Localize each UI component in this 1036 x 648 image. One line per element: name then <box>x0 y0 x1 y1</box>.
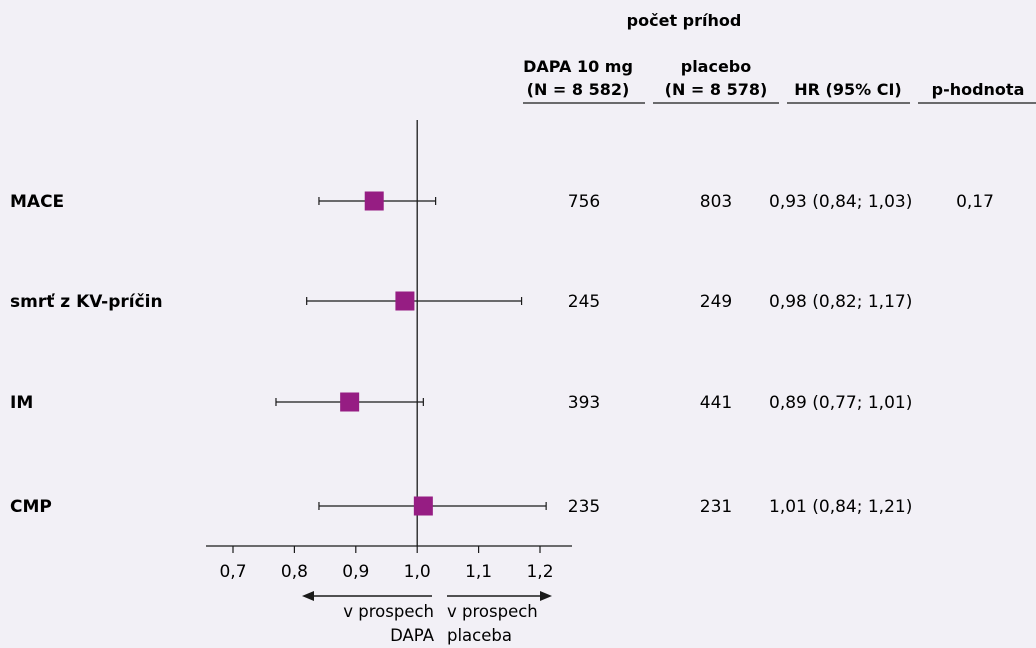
hr-ci-text: 0,93 (0,84; 1,03) <box>769 192 912 212</box>
dapa-count: 245 <box>568 292 600 312</box>
hr-ci-text: 0,98 (0,82; 1,17) <box>769 292 912 312</box>
hr-point-marker <box>413 496 433 516</box>
x-tick-label: 1,2 <box>526 562 553 582</box>
dapa-count: 235 <box>568 497 600 517</box>
hr-point-marker <box>395 291 415 311</box>
hr-ci-text: 0,89 (0,77; 1,01) <box>769 393 912 413</box>
hr-point-marker <box>340 392 360 412</box>
row-label: smrť z KV-príčin <box>10 292 163 312</box>
forest-row: smrť z KV-príčin 245 249 0,98 (0,82; 1,17) <box>10 291 912 312</box>
x-tick-label: 0,9 <box>342 562 369 582</box>
favor-left-arrowhead <box>302 591 314 601</box>
forest-row: IM 393 441 0,89 (0,77; 1,01) <box>10 392 912 413</box>
favor-placebo-line2: placeba <box>447 626 512 645</box>
hr-ci-text: 1,01 (0,84; 1,21) <box>769 497 912 517</box>
favor-placebo-line1: v prospech <box>447 602 538 621</box>
x-tick-label: 0,8 <box>281 562 308 582</box>
rows-layer: MACE 756 803 0,93 (0,84; 1,03) 0,17 smrť z KV… <box>10 120 994 546</box>
placebo-count: 441 <box>700 393 732 413</box>
x-tick-label: 1,0 <box>404 562 431 582</box>
x-axis: 0,7 0,8 0,9 1,0 1,1 1,2 v prospech DAPA v prospe… <box>206 545 572 645</box>
x-tick-label: 0,7 <box>219 562 246 582</box>
x-tick-label: 1,1 <box>465 562 492 582</box>
favor-dapa-line2: DAPA <box>390 626 435 645</box>
hr-point-marker <box>364 191 384 211</box>
dapa-count: 393 <box>568 393 600 413</box>
favor-dapa-line1: v prospech <box>343 602 434 621</box>
forest-row: MACE 756 803 0,93 (0,84; 1,03) 0,17 <box>10 191 994 212</box>
placebo-count: 231 <box>700 497 732 517</box>
row-label: IM <box>10 393 33 413</box>
placebo-count: 803 <box>700 192 732 212</box>
placebo-count: 249 <box>700 292 732 312</box>
header-group-label: počet príhod <box>627 11 742 30</box>
col-header-p: p-hodnota <box>932 80 1025 99</box>
col-header-hr: HR (95% CI) <box>794 80 901 99</box>
row-label: CMP <box>10 497 52 517</box>
col-header-placebo-line2: (N = 8 578) <box>665 80 768 99</box>
col-header-dapa-line2: (N = 8 582) <box>527 80 630 99</box>
dapa-count: 756 <box>568 192 600 212</box>
col-header-placebo-line1: placebo <box>681 57 752 76</box>
row-label: MACE <box>10 192 64 212</box>
p-value: 0,17 <box>956 192 994 212</box>
col-header-dapa-line1: DAPA 10 mg <box>523 57 633 76</box>
favor-right-arrowhead <box>540 591 552 601</box>
forest-row: CMP 235 231 1,01 (0,84; 1,21) <box>10 496 912 517</box>
